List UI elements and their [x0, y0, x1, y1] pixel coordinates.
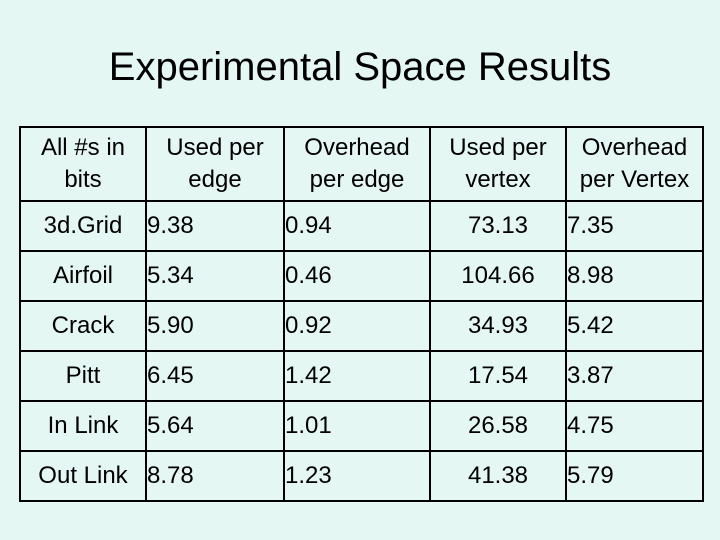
table-row: Out Link 8.78 1.23 41.38 5.79: [19, 450, 704, 502]
used-per-vertex-cell: 104.66: [429, 250, 567, 302]
header-used-per-edge: Used per edge: [145, 126, 285, 202]
header-line: edge: [188, 166, 242, 193]
header-line: Used per: [449, 134, 547, 161]
header-line: per Vertex: [579, 166, 690, 193]
header-overhead-per-vertex: Overhead per Vertex: [565, 126, 704, 202]
overhead-per-edge-cell: 0.94: [283, 200, 431, 252]
used-per-edge-cell: 5.64: [145, 400, 285, 452]
table-row: Pitt 6.45 1.42 17.54 3.87: [19, 350, 704, 402]
overhead-per-vertex-cell: 3.87: [565, 350, 704, 402]
results-table: All #s in bits Used per edge Overhead pe…: [19, 126, 704, 502]
header-line: All #s in: [40, 134, 126, 161]
header-line: Overhead: [581, 134, 688, 161]
overhead-per-edge-cell: 0.92: [283, 300, 431, 352]
used-per-vertex-cell: 73.13: [429, 200, 567, 252]
header-overhead-per-edge: Overhead per edge: [283, 126, 431, 202]
overhead-per-edge-cell: 0.46: [283, 250, 431, 302]
overhead-per-edge-cell: 1.01: [283, 400, 431, 452]
table-row: 3d.Grid 9.38 0.94 73.13 7.35: [19, 200, 704, 252]
header-line: bits: [64, 166, 102, 193]
used-per-vertex-cell: 26.58: [429, 400, 567, 452]
used-per-edge-cell: 6.45: [145, 350, 285, 402]
used-per-vertex-cell: 34.93: [429, 300, 567, 352]
used-per-edge-cell: 8.78: [145, 450, 285, 502]
header-line: per edge: [309, 166, 405, 193]
slide-title: Experimental Space Results: [108, 45, 612, 89]
table-row: In Link 5.64 1.01 26.58 4.75: [19, 400, 704, 452]
overhead-per-vertex-cell: 8.98: [565, 250, 704, 302]
dataset-name-cell: Crack: [19, 300, 147, 352]
dataset-name-cell: 3d.Grid: [19, 200, 147, 252]
header-used-per-vertex: Used per vertex: [429, 126, 567, 202]
table-row: Crack 5.90 0.92 34.93 5.42: [19, 300, 704, 352]
dataset-name-cell: In Link: [19, 400, 147, 452]
overhead-per-vertex-cell: 4.75: [565, 400, 704, 452]
header-all-bits: All #s in bits: [19, 126, 147, 202]
dataset-name-cell: Out Link: [19, 450, 147, 502]
table-row: Airfoil 5.34 0.46 104.66 8.98: [19, 250, 704, 302]
used-per-edge-cell: 9.38: [145, 200, 285, 252]
dataset-name-cell: Pitt: [19, 350, 147, 402]
header-line: vertex: [465, 166, 531, 193]
header-line: Used per: [166, 134, 264, 161]
overhead-per-vertex-cell: 5.79: [565, 450, 704, 502]
used-per-edge-cell: 5.34: [145, 250, 285, 302]
overhead-per-edge-cell: 1.42: [283, 350, 431, 402]
header-line: Overhead: [304, 134, 410, 161]
table-header-row: All #s in bits Used per edge Overhead pe…: [19, 126, 704, 202]
overhead-per-vertex-cell: 7.35: [565, 200, 704, 252]
overhead-per-edge-cell: 1.23: [283, 450, 431, 502]
used-per-vertex-cell: 41.38: [429, 450, 567, 502]
used-per-vertex-cell: 17.54: [429, 350, 567, 402]
overhead-per-vertex-cell: 5.42: [565, 300, 704, 352]
dataset-name-cell: Airfoil: [19, 250, 147, 302]
used-per-edge-cell: 5.90: [145, 300, 285, 352]
